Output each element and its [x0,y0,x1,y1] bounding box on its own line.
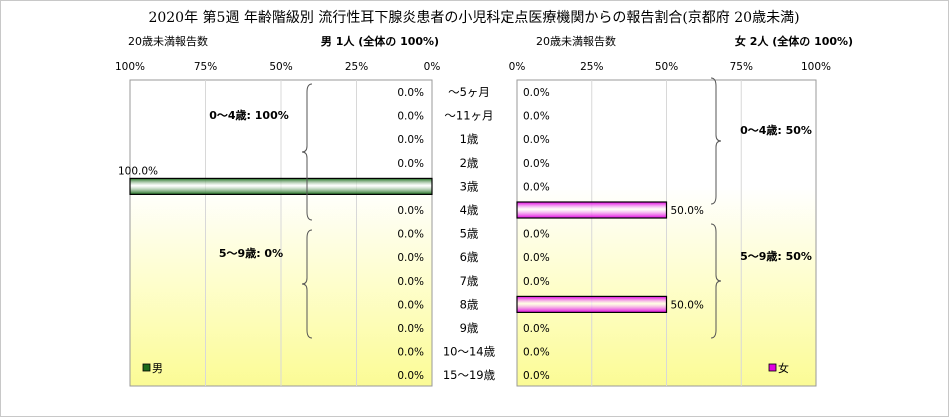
right-group-note: 5〜9歳: 50% [740,249,812,263]
category-label: 6歳 [460,250,479,264]
right-value-label: 0.0% [523,87,550,99]
category-label: 〜11ヶ月 [444,109,493,123]
right-bar [516,201,668,219]
right-tick-label: 75% [730,61,753,73]
right-axis-caption: 20歳未満報告数 [536,35,616,48]
left-value-label: 0.0% [397,158,424,170]
left-group-note: 5〜9歳: 0% [219,246,283,260]
right-brace-5-9 [710,223,722,339]
category-label: 2歳 [460,156,479,170]
right-tick-label: 100% [801,61,831,73]
right-tick-label: 0% [509,61,526,73]
left-value-label: 100.0% [118,165,158,177]
category-label: 8歳 [460,297,479,311]
left-tick-label: 25% [345,61,368,73]
left-tick-label: 50% [269,61,292,73]
category-label: 7歳 [460,274,479,288]
category-label: 15〜19歳 [443,368,496,382]
left-value-label: 0.0% [397,347,424,359]
left-value-label: 0.0% [397,323,424,335]
left-axis-caption: 20歳未満報告数 [128,35,208,48]
right-value-label: 50.0% [671,299,704,311]
left-value-label: 0.0% [397,134,424,146]
left-brace-5-9 [301,229,313,339]
right-brace-0-4 [710,77,722,205]
left-legend-swatch [142,363,151,372]
left-legend-label: 男 [152,362,163,375]
right-value-label: 0.0% [523,181,550,193]
left-bar [129,177,433,195]
category-label: 5歳 [460,227,479,241]
right-value-label: 0.0% [523,347,550,359]
right-value-label: 0.0% [523,370,550,382]
right-legend-label: 女 [778,361,789,375]
category-label: 10〜14歳 [443,345,496,359]
left-value-label: 0.0% [397,205,424,217]
left-group-note: 0〜4歳: 100% [209,108,289,122]
right-value-label: 0.0% [523,276,550,288]
right-legend-swatch [768,363,777,372]
left-tick-label: 100% [115,61,145,73]
right-value-label: 0.0% [523,252,550,264]
left-brace-0-4 [301,83,313,221]
right-value-label: 50.0% [671,205,704,217]
right-value-label: 0.0% [523,229,550,241]
category-label: 9歳 [460,321,479,335]
left-value-label: 0.0% [397,229,424,241]
left-tick-label: 75% [194,61,217,73]
right-group-note: 0〜4歳: 50% [740,123,812,137]
left-count-label: 男 1人 (全体の 100%) [321,34,439,48]
left-value-label: 0.0% [397,370,424,382]
right-value-label: 0.0% [523,111,550,123]
left-value-label: 0.0% [397,252,424,264]
left-value-label: 0.0% [397,111,424,123]
left-tick-label: 0% [424,61,441,73]
left-value-label: 0.0% [397,299,424,311]
category-label: 1歳 [460,132,479,146]
right-count-label: 女 2人 (全体の 100%) [735,34,853,48]
right-value-label: 0.0% [523,323,550,335]
category-label: 3歳 [460,179,479,193]
left-value-label: 0.0% [397,87,424,99]
category-label: 4歳 [460,203,479,217]
right-value-label: 0.0% [523,158,550,170]
left-value-label: 0.0% [397,276,424,288]
right-bar [516,295,668,313]
right-tick-label: 50% [655,61,678,73]
right-tick-label: 25% [580,61,603,73]
category-label: 〜5ヶ月 [448,85,490,99]
chart-title: 2020年 第5週 年齢階級別 流行性耳下腺炎患者の小児科定点医療機関からの報告… [148,9,799,26]
right-value-label: 0.0% [523,134,550,146]
